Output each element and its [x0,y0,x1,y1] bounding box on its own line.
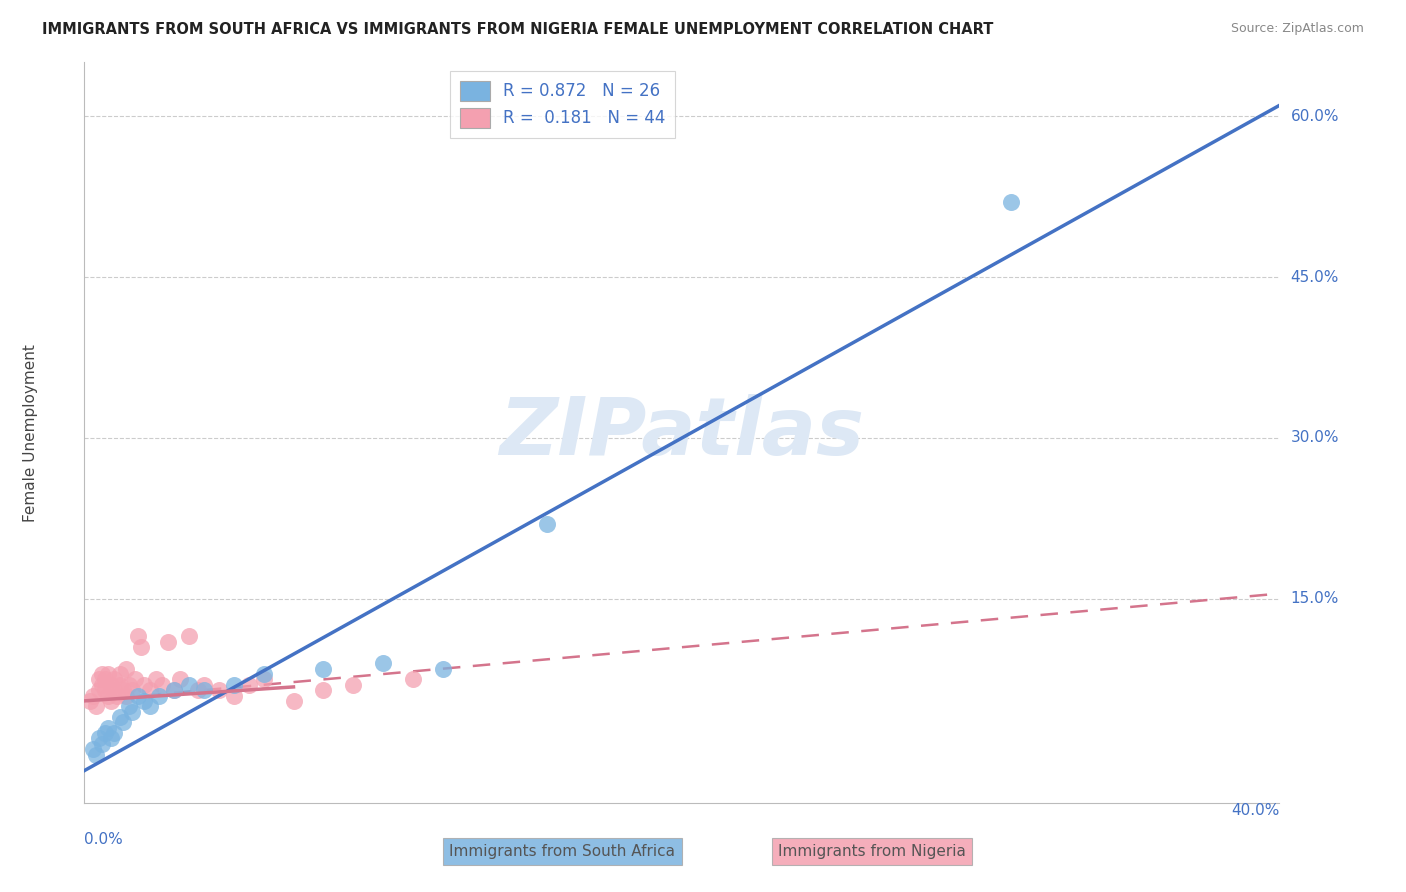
Point [150,678,173,692]
Point [86,699,108,714]
Legend: R = 0.872   N = 26, R =  0.181   N = 44: R = 0.872 N = 26, R = 0.181 N = 44 [450,70,675,138]
Point [157,635,180,649]
Point [110,678,132,692]
Point [94,673,117,687]
Point [97,667,120,681]
Point [112,683,135,698]
Point [253,673,276,687]
Point [89,673,111,687]
Text: 60.0%: 60.0% [1291,109,1339,124]
Point [132,678,156,692]
Point [94,726,117,740]
Point [187,683,209,698]
Text: Immigrants from Nigeria: Immigrants from Nigeria [778,845,966,859]
Point [97,721,120,735]
Point [89,731,111,746]
Point [91,678,114,692]
Point [177,630,200,644]
Point [124,673,146,687]
Point [373,657,395,671]
Point [127,630,149,644]
Point [139,699,162,714]
Text: 0.0%: 0.0% [84,832,124,847]
Text: 40.0%: 40.0% [1232,803,1279,818]
Point [103,726,125,740]
Point [110,667,132,681]
Point [97,689,120,703]
Point [91,667,114,681]
Point [253,667,276,681]
Text: Source: ZipAtlas.com: Source: ZipAtlas.com [1230,22,1364,36]
Point [121,705,143,719]
Point [163,683,186,698]
Point [100,731,122,746]
Point [103,673,125,687]
Point [177,678,200,692]
Point [115,689,138,703]
Point [82,689,104,703]
Point [222,678,245,692]
Point [129,640,152,655]
Point [100,694,122,708]
Text: Female Unemployment: Female Unemployment [22,343,38,522]
Point [169,673,191,687]
Point [145,673,167,687]
Text: 45.0%: 45.0% [1291,269,1339,285]
Point [115,662,138,676]
Text: ZIPatlas: ZIPatlas [499,393,865,472]
Point [91,737,114,751]
Point [103,683,125,698]
Point [312,683,335,698]
Point [193,683,215,698]
Point [121,683,143,698]
Text: IMMIGRANTS FROM SOUTH AFRICA VS IMMIGRANTS FROM NIGERIA FEMALE UNEMPLOYMENT CORR: IMMIGRANTS FROM SOUTH AFRICA VS IMMIGRAN… [42,22,994,37]
Point [105,689,128,703]
Point [193,678,215,692]
Point [132,694,156,708]
Point [86,747,108,762]
Point [89,683,111,698]
Point [112,715,135,730]
Point [402,673,425,687]
Point [163,683,186,698]
Text: Immigrants from South Africa: Immigrants from South Africa [450,845,675,859]
Point [536,516,558,531]
Point [100,678,122,692]
Point [118,678,141,692]
Text: 30.0%: 30.0% [1291,431,1339,445]
Point [283,694,305,708]
Point [118,699,141,714]
Point [82,742,104,756]
Point [79,694,101,708]
Point [94,683,117,698]
Point [238,678,260,692]
Point [148,689,170,703]
Point [208,683,231,698]
Point [222,689,245,703]
Point [139,683,162,698]
Text: 15.0%: 15.0% [1291,591,1339,607]
Point [1000,194,1022,209]
Point [342,678,364,692]
Point [110,710,132,724]
Point [432,662,454,676]
Point [312,662,335,676]
Point [127,689,149,703]
